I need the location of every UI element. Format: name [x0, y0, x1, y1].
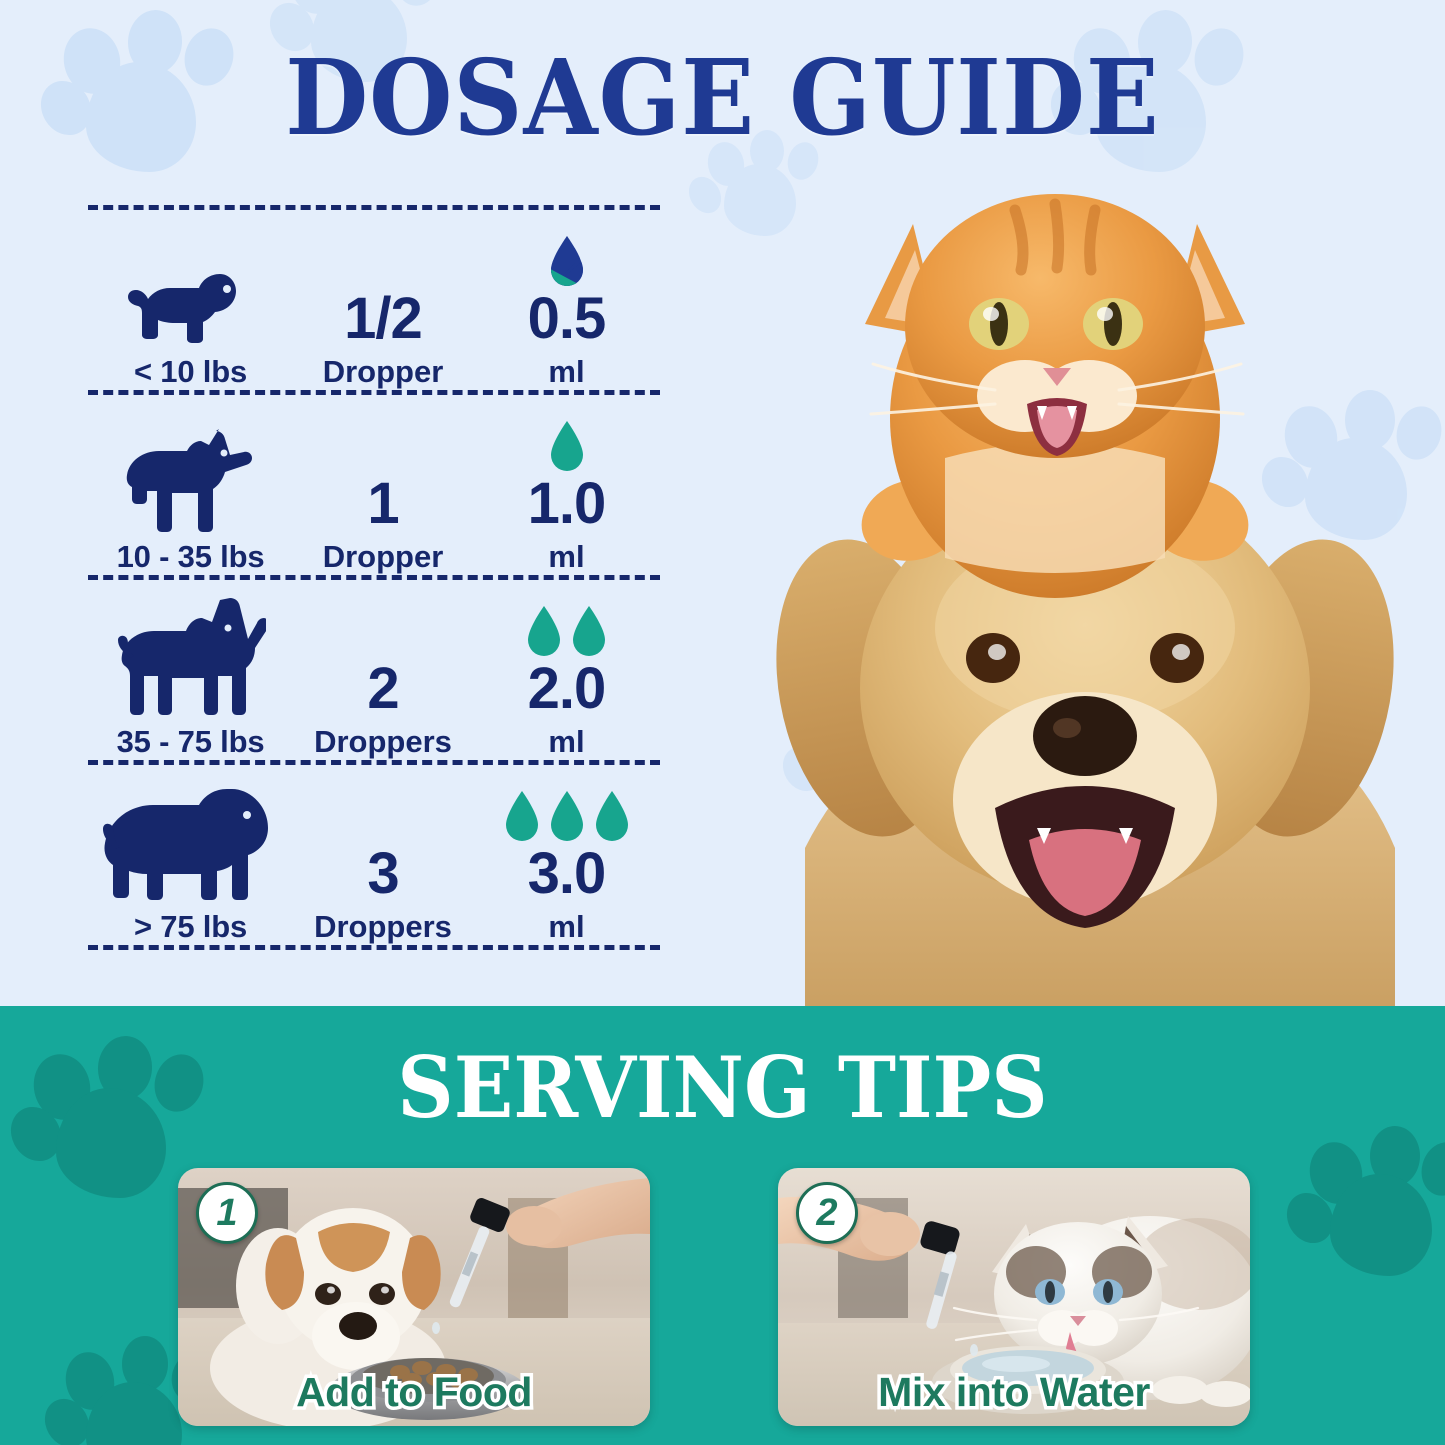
- tip-card-mix-into-water[interactable]: 2 Mix into Water: [778, 1168, 1250, 1426]
- tip-caption: Mix into Water: [875, 1366, 1154, 1419]
- droplet-group: [502, 783, 632, 845]
- row-animal-cell: > 75 lbs: [88, 783, 293, 945]
- dropper-unit: Dropper: [322, 354, 444, 389]
- table-divider: [88, 760, 660, 765]
- tip-photo-dog-eating: [178, 1168, 650, 1426]
- serving-tips-cards: 1 Add to Food: [0, 1168, 1445, 1428]
- row-dropper-cell: 3 Droppers: [293, 845, 473, 945]
- row-animal-cell: < 10 lbs: [88, 264, 293, 390]
- dropper-unit: Dropper: [322, 539, 444, 574]
- row-dropper-cell: 1/2 Dropper: [293, 290, 473, 390]
- weight-label: < 10 lbs: [133, 354, 247, 389]
- tip-card-add-to-food[interactable]: 1 Add to Food: [178, 1168, 650, 1426]
- step-badge: 1: [196, 1182, 258, 1244]
- droplet-icon: [550, 791, 583, 841]
- droplet-group: [547, 413, 587, 475]
- row-animal-cell: 35 - 75 lbs: [88, 598, 293, 760]
- row-ml-cell: 3.0 ml: [473, 783, 660, 945]
- table-row: > 75 lbs 3 Droppers: [88, 765, 660, 945]
- large-dog-icon: [116, 598, 266, 718]
- ml-amount: 1.0: [527, 471, 607, 536]
- hero-pets-photo: [745, 128, 1445, 1006]
- table-divider: [88, 390, 660, 395]
- dropper-amount: 3: [367, 841, 399, 906]
- ml-unit: ml: [548, 539, 585, 574]
- ml-unit: ml: [548, 909, 585, 944]
- droplet-icon: [528, 606, 560, 656]
- table-divider: [88, 205, 660, 210]
- dosage-section: DOSAGE GUIDE < 10 lbs 1/2 Dropp: [31, 0, 1445, 1006]
- ml-unit: ml: [548, 354, 585, 389]
- dropper-unit: Droppers: [314, 724, 452, 759]
- dosage-table: < 10 lbs 1/2 Dropper: [88, 205, 660, 950]
- ml-amount: 0.5: [527, 286, 607, 351]
- table-row: 10 - 35 lbs 1 Dropper 1.0 ml: [88, 395, 660, 575]
- table-row: 35 - 75 lbs 2 Droppers 2.0: [88, 580, 660, 760]
- serving-tips-title: SERVING TIPS: [397, 1038, 1048, 1137]
- droplet-icon: [550, 421, 583, 471]
- ml-unit: ml: [548, 724, 585, 759]
- table-divider: [88, 575, 660, 580]
- half-droplet-icon: [550, 236, 583, 286]
- row-dropper-cell: 2 Droppers: [293, 660, 473, 760]
- row-dropper-cell: 1 Dropper: [293, 475, 473, 575]
- droplet-icon: [505, 791, 538, 841]
- table-divider: [88, 945, 660, 950]
- dropper-unit: Droppers: [314, 909, 452, 944]
- weight-label: 35 - 75 lbs: [116, 724, 265, 759]
- small-dog-icon: [128, 264, 253, 348]
- tip-caption: Add to Food: [293, 1366, 536, 1419]
- row-ml-cell: 0.5 ml: [473, 228, 660, 390]
- step-badge: 2: [796, 1182, 858, 1244]
- dropper-amount: 2: [367, 656, 399, 721]
- row-ml-cell: 1.0 ml: [473, 413, 660, 575]
- weight-label: > 75 lbs: [133, 909, 247, 944]
- weight-label: 10 - 35 lbs: [116, 539, 265, 574]
- page-title: DOSAGE GUIDE: [285, 36, 1160, 159]
- retriever-dog-icon: [101, 783, 281, 903]
- droplet-icon: [595, 791, 628, 841]
- medium-dog-icon: [123, 425, 258, 533]
- ml-amount: 3.0: [527, 841, 607, 906]
- droplet-icon: [573, 606, 605, 656]
- row-animal-cell: 10 - 35 lbs: [88, 425, 293, 575]
- table-row: < 10 lbs 1/2 Dropper: [88, 210, 660, 390]
- ml-amount: 2.0: [527, 656, 607, 721]
- dropper-amount: 1/2: [344, 286, 423, 351]
- droplet-group: [547, 228, 587, 290]
- droplet-group: [524, 598, 609, 660]
- dropper-amount: 1: [367, 471, 399, 536]
- tip-photo-cat-drinking: [778, 1168, 1250, 1426]
- row-ml-cell: 2.0 ml: [473, 598, 660, 760]
